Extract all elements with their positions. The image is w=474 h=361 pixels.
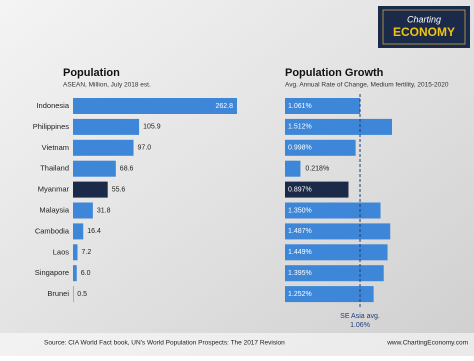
bar bbox=[285, 98, 361, 114]
panel-title: Population Growth bbox=[285, 67, 384, 79]
category-label: Cambodia bbox=[35, 226, 70, 235]
value-label: 0.897% bbox=[288, 186, 312, 193]
footer-band bbox=[0, 333, 474, 356]
panel-title: Population bbox=[63, 67, 120, 79]
bar bbox=[73, 181, 108, 198]
category-label: Malaysia bbox=[39, 205, 69, 214]
bar bbox=[73, 265, 77, 282]
reference-label: SE Asia avg. bbox=[340, 313, 380, 320]
panel-subtitle: Avg. Annual Rate of Change, Medium ferti… bbox=[285, 82, 449, 89]
value-label: 1.252% bbox=[288, 291, 312, 298]
reference-value: 1.06% bbox=[350, 322, 370, 329]
bar bbox=[285, 244, 388, 261]
category-label: Thailand bbox=[40, 164, 69, 173]
bar bbox=[73, 223, 84, 240]
bar bbox=[73, 160, 116, 177]
value-label: 1.512% bbox=[288, 124, 312, 131]
category-label: Philippines bbox=[33, 122, 70, 131]
logo-frame bbox=[382, 9, 466, 45]
bar bbox=[285, 181, 349, 198]
value-label: 1.395% bbox=[288, 270, 312, 277]
bar bbox=[285, 202, 381, 219]
value-label: 0.998% bbox=[288, 145, 312, 152]
category-label: Laos bbox=[53, 247, 70, 256]
logo-line1: Charting bbox=[407, 14, 441, 24]
bar bbox=[285, 118, 392, 135]
value-label: 1.487% bbox=[288, 228, 312, 235]
bar bbox=[73, 98, 237, 114]
value-label: 1.061% bbox=[288, 103, 312, 110]
value-label: 68.6 bbox=[120, 166, 134, 173]
bar bbox=[73, 202, 93, 219]
bar bbox=[73, 118, 140, 135]
value-label: 16.4 bbox=[87, 228, 101, 235]
value-label: 6.0 bbox=[81, 270, 91, 277]
source: Source: CIA World Fact book, UN's World … bbox=[44, 340, 285, 347]
bar bbox=[285, 139, 356, 156]
value-label: 97.0 bbox=[138, 145, 152, 152]
logo-line2: ECONOMY bbox=[393, 25, 455, 39]
value-label: 7.2 bbox=[81, 249, 91, 256]
category-label: Indonesia bbox=[36, 101, 69, 110]
value-label: 0.218% bbox=[305, 166, 329, 173]
bar bbox=[73, 244, 78, 261]
category-label: Singapore bbox=[35, 268, 69, 277]
value-label: 1.350% bbox=[288, 207, 312, 214]
panel-subtitle: ASEAN, Million, July 2018 est. bbox=[63, 82, 151, 89]
category-label: Vietnam bbox=[42, 143, 69, 152]
value-label: 31.8 bbox=[97, 207, 111, 214]
bar bbox=[285, 286, 374, 303]
category-label: Brunei bbox=[47, 289, 69, 298]
website: www.ChartingEconomy.com bbox=[386, 340, 468, 347]
bar bbox=[285, 265, 384, 282]
logo-box bbox=[378, 6, 470, 48]
value-label: 55.6 bbox=[112, 186, 126, 193]
bar bbox=[73, 286, 74, 303]
value-label: 1.449% bbox=[288, 249, 312, 256]
category-label: Myanmar bbox=[38, 185, 70, 194]
value-label: 0.5 bbox=[77, 291, 87, 298]
bar bbox=[285, 223, 391, 240]
bar bbox=[285, 160, 301, 177]
value-label: 262.8 bbox=[215, 103, 233, 110]
value-label: 105.9 bbox=[143, 124, 161, 131]
bar bbox=[73, 139, 134, 156]
